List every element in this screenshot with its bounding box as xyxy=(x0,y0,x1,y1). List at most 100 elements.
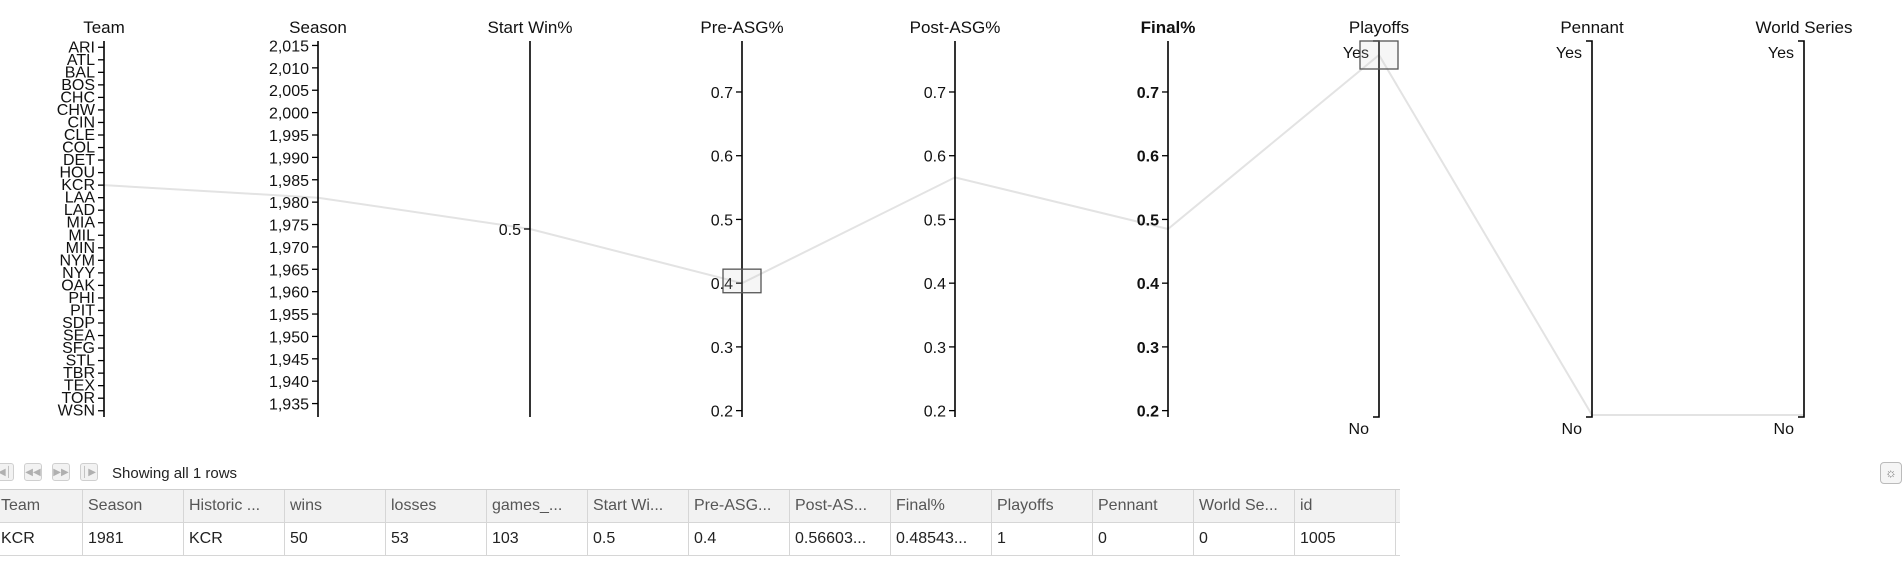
axis-line xyxy=(1586,40,1593,418)
tick-label: 0.7 xyxy=(1137,85,1159,102)
axis-title-pennant: Pennant xyxy=(1560,18,1624,37)
axis-pre: Pre-ASG% 0.7 0.6 0.5 0.4 0.3 0.2 xyxy=(700,18,783,421)
tick-label: 0.6 xyxy=(924,149,946,166)
column-header[interactable]: World Se... xyxy=(1194,490,1295,522)
table-cell: 0.5 xyxy=(588,523,689,555)
tick-label: DET xyxy=(63,152,95,169)
last-page-button[interactable]: │▶ xyxy=(80,463,98,481)
column-header[interactable]: Season xyxy=(83,490,184,522)
tick-label: 2,005 xyxy=(269,83,309,100)
column-header[interactable]: Pennant xyxy=(1093,490,1194,522)
column-header[interactable]: losses xyxy=(386,490,487,522)
tick-label: STL xyxy=(66,353,95,370)
tick-label: OAK xyxy=(61,277,95,294)
tick-label: WSN xyxy=(58,403,95,420)
table-cell: 1005 xyxy=(1295,523,1396,555)
lightbulb-icon[interactable]: ☼ xyxy=(1880,462,1902,484)
tick-label: LAD xyxy=(64,202,95,219)
tick-label: COL xyxy=(62,140,95,157)
column-header[interactable]: Start Wi... xyxy=(588,490,689,522)
axis-final: Final% 0.7 0.6 0.5 0.4 0.3 0.2 xyxy=(1137,18,1196,421)
pager-bar: ◀│ ◀◀ ▶▶ │▶ Showing all 1 rows ☼ xyxy=(0,456,1902,488)
column-header[interactable]: Team xyxy=(0,490,83,522)
tick-label: 1,995 xyxy=(269,128,309,145)
tick-label: PIT xyxy=(70,302,95,319)
column-header[interactable]: Post-AS... xyxy=(790,490,891,522)
tick-label: 0.4 xyxy=(711,276,733,293)
column-header[interactable]: Playoffs xyxy=(992,490,1093,522)
record-line xyxy=(103,53,1804,416)
tick-label: No xyxy=(1774,421,1795,438)
tick-label: BOS xyxy=(61,77,95,94)
table-cell: 1981 xyxy=(83,523,184,555)
tick-label: 0.7 xyxy=(711,85,733,102)
tick-label: 1,985 xyxy=(269,173,309,190)
tick-label: 0.3 xyxy=(1137,340,1159,357)
table-row[interactable]: KCR 1981 KCR 50 53 103 0.5 0.4 0.56603... 0.48543… xyxy=(0,523,1400,556)
tick-label: 0.3 xyxy=(924,340,946,357)
brush-selection[interactable] xyxy=(722,268,762,294)
tick-label: 0.2 xyxy=(1137,404,1159,421)
column-header[interactable]: Historic ... xyxy=(184,490,285,522)
table-cell: 1 xyxy=(992,523,1093,555)
axis-title-final: Final% xyxy=(1141,18,1196,37)
column-header[interactable]: Pre-ASG... xyxy=(689,490,790,522)
axis-pennant: Pennant Yes No xyxy=(1556,18,1624,438)
column-header[interactable]: games_... xyxy=(487,490,588,522)
tick-label: 0.5 xyxy=(1137,212,1159,229)
tick-label: Yes xyxy=(1343,45,1369,62)
tick-label: MIN xyxy=(66,240,95,257)
table-cell: 53 xyxy=(386,523,487,555)
table-cell: 103 xyxy=(487,523,588,555)
tick-label: 1,955 xyxy=(269,307,309,324)
axis-title-season: Season xyxy=(289,18,347,37)
table-cell: KCR xyxy=(0,523,83,555)
tick-label: Yes xyxy=(1556,45,1582,62)
tick-label: 2,010 xyxy=(269,61,309,78)
tick-label: HOU xyxy=(59,165,95,182)
tick-label: 1,940 xyxy=(269,374,309,391)
tick-label: TEX xyxy=(64,378,95,395)
brush-selection[interactable] xyxy=(1359,40,1399,70)
table-cell: 50 xyxy=(285,523,386,555)
row-count-status: Showing all 1 rows xyxy=(112,465,238,482)
tick-label: TOR xyxy=(62,390,95,407)
tick-label: 1,950 xyxy=(269,329,309,346)
axis-ws: World Series Yes No xyxy=(1756,18,1853,438)
column-header[interactable]: id xyxy=(1295,490,1396,522)
tick-label: SFG xyxy=(62,340,95,357)
axis-title-pre: Pre-ASG% xyxy=(700,18,783,37)
column-header[interactable]: Final% xyxy=(891,490,992,522)
tick-label: 1,945 xyxy=(269,352,309,369)
table-cell: 0 xyxy=(1194,523,1295,555)
first-page-button[interactable]: ◀│ xyxy=(0,463,14,481)
tick-label: BAL xyxy=(65,64,95,81)
tick-label: MIA xyxy=(67,215,96,232)
axis-title-start: Start Win% xyxy=(487,18,572,37)
next-page-button[interactable]: ▶▶ xyxy=(52,463,70,481)
tick-label: No xyxy=(1349,421,1370,438)
grid-header-row: Team Season Historic ... wins losses games_..… xyxy=(0,489,1400,523)
axis-title-ws: World Series xyxy=(1756,18,1853,37)
tick-label: 0.2 xyxy=(924,404,946,421)
tick-label: 1,980 xyxy=(269,195,309,212)
axis-start: Start Win% 0.5 xyxy=(487,18,573,417)
tick-label: NYM xyxy=(59,252,95,269)
tick-label: NYY xyxy=(62,265,95,282)
tick-label: LAA xyxy=(65,190,96,207)
axis-line xyxy=(1373,40,1380,418)
tick-label: 0.2 xyxy=(711,404,733,421)
tick-label: 1,975 xyxy=(269,218,309,235)
tick-label: 1,960 xyxy=(269,285,309,302)
tick-label: TBR xyxy=(63,365,95,382)
tick-label: MIL xyxy=(68,227,95,244)
axis-line xyxy=(1798,40,1805,418)
previous-page-button[interactable]: ◀◀ xyxy=(24,463,42,481)
table-cell: KCR xyxy=(184,523,285,555)
table-cell: 0.4 xyxy=(689,523,790,555)
tick-label: ATL xyxy=(67,52,95,69)
axis-team: Team ARIATLBALBOSCHCCHWCINCLECOLDETHOUKCR… xyxy=(57,18,125,420)
tick-label: 1,990 xyxy=(269,150,309,167)
column-header[interactable]: wins xyxy=(285,490,386,522)
table-cell: 0.48543... xyxy=(891,523,992,555)
